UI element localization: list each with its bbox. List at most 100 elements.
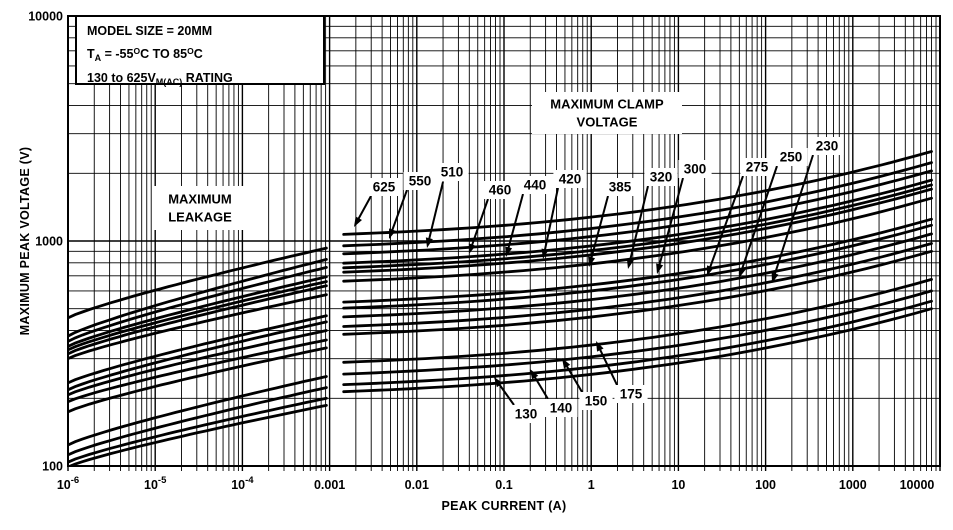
- label-text: 320: [650, 170, 673, 185]
- arrowhead-icon: [530, 369, 539, 380]
- curve-320-leakage: [68, 314, 328, 385]
- y-tick-labels: 100 1000 10000: [28, 10, 63, 474]
- leader-line: [772, 154, 814, 278]
- label-text: 175: [620, 387, 643, 402]
- x-tick-label: 0.001: [314, 478, 345, 492]
- conditions-line: MODEL SIZE = 20MM: [87, 24, 213, 38]
- x-tick-label: 1: [588, 478, 595, 492]
- arrowhead-icon: [656, 263, 664, 274]
- curve-440-clamp: [342, 183, 933, 270]
- label-backplate: [367, 178, 401, 196]
- label-backplate: [810, 137, 844, 155]
- arrowhead-icon: [738, 267, 746, 278]
- label-backplate: [774, 148, 808, 166]
- curve-275-leakage: [68, 329, 328, 397]
- curve-label-175: 175: [596, 341, 648, 403]
- label-backplate: [553, 170, 587, 188]
- curve-annotations: 625 550 510 460 440 420 385 320 300 275 250 230 130 1…: [354, 137, 844, 423]
- curve-230-clamp: [342, 249, 933, 336]
- curve-150-clamp: [342, 289, 933, 376]
- y-tick-label: 10000: [28, 10, 63, 24]
- leader-line: [496, 381, 515, 406]
- label-text: 300: [684, 162, 707, 177]
- curve-label-140: 140: [530, 369, 578, 417]
- label-text: 150: [585, 394, 608, 409]
- y-tick-label: 1000: [35, 235, 63, 249]
- curve-625-leakage: [68, 246, 328, 320]
- arrowhead-icon: [596, 341, 604, 352]
- arrowhead-icon: [505, 246, 513, 257]
- leader-line: [564, 362, 583, 393]
- curve-385-clamp: [342, 196, 933, 283]
- label-text: 275: [746, 160, 769, 175]
- curve-550-leakage: [68, 258, 328, 338]
- leader-line: [708, 175, 744, 271]
- curve-label-460: 460: [468, 181, 517, 254]
- label-backplate: [509, 405, 543, 423]
- x-tick-label: 10-5: [144, 475, 167, 492]
- plot-border: [67, 15, 941, 467]
- label-backplate: [678, 160, 712, 178]
- leader-line: [427, 181, 444, 243]
- leader-line: [390, 189, 408, 234]
- label-backplate: [403, 172, 437, 190]
- label-backplate: [435, 163, 469, 181]
- arrowhead-icon: [494, 377, 503, 388]
- label-backplate: [614, 385, 648, 403]
- y-tick-label: 100: [42, 460, 63, 474]
- arrowhead-icon: [389, 228, 396, 239]
- leader-line: [532, 373, 549, 400]
- label-backplate: [603, 178, 637, 196]
- label-backplate: [644, 168, 678, 186]
- curve-label-440: 440: [505, 176, 552, 257]
- curve-320-clamp: [342, 217, 933, 304]
- arrowhead-icon: [626, 258, 634, 269]
- curve-label-550: 550: [389, 172, 437, 239]
- label-text: MAXIMUM: [168, 192, 232, 207]
- curve-label-275: 275: [707, 158, 774, 276]
- curve-175-leakage: [68, 375, 328, 447]
- label-text: MAXIMUM CLAMP: [550, 97, 664, 112]
- x-tick-label: 10000: [900, 478, 935, 492]
- curve-230-leakage: [68, 346, 328, 414]
- label-text: 385: [609, 180, 632, 195]
- leader-line: [657, 177, 684, 269]
- curve-460-clamp: [342, 178, 933, 265]
- curve-275-clamp: [342, 232, 933, 319]
- arrowhead-icon: [588, 256, 596, 267]
- label-backplate: [152, 186, 248, 230]
- leader-line: [543, 187, 559, 254]
- label-backplate: [544, 399, 578, 417]
- y-axis-title: MAXIMUM PEAK VOLTAGE (V): [18, 146, 32, 336]
- curve-150-leakage: [68, 386, 328, 457]
- label-text: 460: [489, 183, 512, 198]
- x-tick-label: 0.01: [405, 478, 429, 492]
- arrowhead-icon: [562, 358, 571, 369]
- label-text: 625: [373, 180, 396, 195]
- label-text: 130: [515, 407, 538, 422]
- curve-label-230: 230: [771, 137, 844, 283]
- label-text: 550: [409, 174, 432, 189]
- arrowhead-icon: [541, 248, 549, 259]
- curve-140-clamp: [342, 299, 933, 386]
- curve-label-250: 250: [738, 148, 808, 278]
- arrowhead-icon: [425, 237, 433, 248]
- leader-line: [356, 195, 372, 223]
- label-backplate: [483, 181, 517, 199]
- label-text: 420: [559, 172, 582, 187]
- curve-420-leakage: [68, 284, 328, 356]
- label-text: VOLTAGE: [577, 115, 638, 130]
- arrowhead-icon: [707, 265, 714, 276]
- curve-140-leakage: [68, 396, 328, 464]
- x-tick-labels: 10-6 10-5 10-4 0.001 0.01 0.1 1 10 100 1000 10000: [57, 475, 935, 492]
- x-tick-label: 10-4: [231, 475, 254, 492]
- x-tick-label: 1000: [839, 478, 867, 492]
- curve-label-625: 625: [354, 178, 401, 227]
- curve-label-300: 300: [656, 160, 712, 274]
- curve-label-510: 510: [425, 163, 469, 248]
- conditions-line: TA = -55OC TO 85OC: [87, 46, 203, 63]
- curve-label-130: 130: [494, 377, 543, 423]
- leader-line: [597, 345, 618, 386]
